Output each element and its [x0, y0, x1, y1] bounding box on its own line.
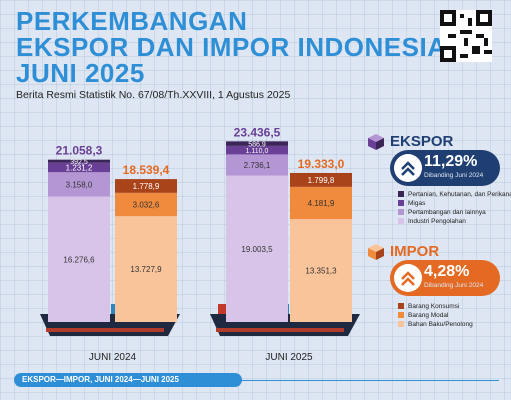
impor-segment-label: 1.799,8	[308, 176, 335, 185]
ekspor-legend-swatch	[398, 200, 404, 207]
title-line-2: EKSPOR DAN IMPOR INDONESIA	[16, 32, 447, 62]
ekspor-bar-segment	[48, 159, 110, 163]
ekspor-bar-segment	[226, 145, 288, 155]
impor-bar-segment	[290, 219, 352, 322]
impor-heading: IMPOR	[390, 243, 440, 260]
ekspor-cube-icon	[368, 134, 384, 150]
ekspor-legend-label: Pertanian, Kehutanan, dan Perikanan	[408, 191, 511, 198]
subtitle: Berita Resmi Statistik No. 67/08/Th.XXVI…	[16, 89, 291, 101]
impor-legend-label: Barang Konsumsi	[408, 303, 460, 310]
impor-legend-item: Barang Modal	[398, 311, 473, 320]
ekspor-legend-item: Industri Pengolahan	[398, 217, 511, 226]
ekspor-legend-item: Migas	[398, 199, 511, 208]
impor-legend-item: Bahan Baku/Penolong	[398, 320, 473, 329]
ekspor-legend-swatch	[398, 191, 404, 198]
ekspor-legend: Pertanian, Kehutanan, dan Perikanan Migas…	[398, 190, 511, 226]
up-arrow-icon	[394, 154, 422, 182]
impor-legend-swatch	[398, 303, 404, 310]
ekspor-segment-label: 1.231,2	[66, 163, 93, 172]
impor-legend-swatch	[398, 321, 404, 328]
ekspor-bar-segment	[48, 162, 110, 173]
ekspor-segment-label: 586,9	[248, 142, 266, 149]
title-line-1: PERKEMBANGAN	[16, 6, 248, 36]
impor-segment-label: 4.181,9	[308, 199, 335, 208]
ekspor-heading: EKSPOR	[390, 133, 454, 150]
ekspor-total-label: 21.058,3	[56, 144, 103, 158]
impor-bar-segment	[290, 172, 352, 187]
ekspor-bar-segment	[226, 154, 288, 176]
qr-code-icon	[440, 10, 492, 62]
category-label: JUNI 2024	[89, 352, 137, 363]
ekspor-growth-note: Dibanding Juni 2024	[424, 172, 484, 179]
ekspor-segment-label: 3.158,0	[66, 180, 93, 189]
ekspor-legend-item: Pertambangan dan lainnya	[398, 208, 511, 217]
impor-total-label: 19.333,0	[298, 157, 345, 171]
ekspor-legend-label: Migas	[408, 200, 426, 207]
ekspor-segment-label: 2.736,1	[244, 161, 271, 170]
ekspor-segment-label: 19.003,5	[241, 245, 273, 254]
ekspor-total-label: 23.436,5	[234, 125, 281, 139]
impor-legend-label: Barang Modal	[408, 312, 449, 319]
ekspor-growth-value: 11,29%	[424, 153, 478, 170]
ekspor-bar-segment	[48, 196, 110, 322]
title-line-3: JUNI 2025	[16, 58, 145, 88]
impor-bar-segment	[115, 216, 177, 322]
impor-total-label: 18.539,4	[123, 163, 170, 177]
ekspor-legend-swatch	[398, 218, 404, 225]
ekspor-legend-label: Industri Pengolahan	[408, 218, 466, 225]
ekspor-bar-segment	[48, 172, 110, 197]
bars-group	[48, 141, 352, 322]
impor-segment-label: 3.032,6	[133, 200, 160, 209]
ekspor-legend-swatch	[398, 209, 404, 216]
impor-legend-label: Bahan Baku/Penolong	[408, 321, 473, 328]
impor-growth-badge: 4,28% Dibanding Juni 2024	[390, 260, 500, 296]
ekspor-bar-segment	[226, 141, 288, 146]
impor-legend-swatch	[398, 312, 404, 319]
impor-bar-segment	[290, 186, 352, 220]
footer-divider	[234, 380, 499, 381]
impor-legend: Barang Konsumsi Barang Modal Bahan Baku/Pe…	[398, 302, 473, 329]
footer-label: EKSPOR—IMPOR, JUNI 2024—JUNI 2025	[14, 373, 242, 387]
ekspor-growth-badge: 11,29% Dibanding Juni 2024	[390, 150, 500, 186]
impor-growth-value: 4,28%	[424, 263, 470, 280]
impor-segment-label: 13.351,3	[305, 267, 337, 276]
impor-bar-segment	[115, 192, 177, 217]
impor-cube-icon	[368, 244, 384, 260]
ekspor-segment-label: 392,5	[70, 159, 88, 166]
ekspor-legend-label: Pertambangan dan lainnya	[408, 209, 486, 216]
impor-segment-label: 13.727,9	[130, 265, 162, 274]
ekspor-bar-segment	[226, 175, 288, 322]
ekspor-segment-label: 1.110,0	[246, 148, 269, 155]
ekspor-segment-label: 16.276,6	[63, 255, 95, 264]
impor-growth-note: Dibanding Juni 2024	[424, 282, 484, 289]
category-label: JUNI 2025	[265, 352, 313, 363]
impor-segment-label: 1.778,9	[133, 182, 160, 191]
up-arrow-icon	[394, 264, 422, 292]
ekspor-legend-item: Pertanian, Kehutanan, dan Perikanan	[398, 190, 511, 199]
impor-bar-segment	[115, 179, 177, 193]
impor-legend-item: Barang Konsumsi	[398, 302, 473, 311]
